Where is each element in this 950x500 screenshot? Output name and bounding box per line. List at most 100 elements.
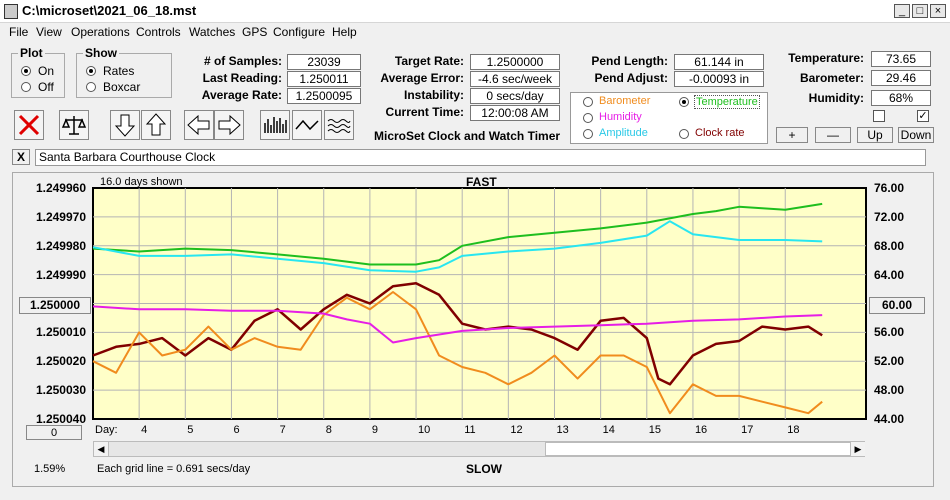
maximize-button[interactable]: □	[912, 4, 928, 18]
menu-controls[interactable]: Controls	[136, 25, 181, 39]
x-axis-tick: 7	[279, 424, 286, 436]
bars-view-button[interactable]	[260, 110, 290, 140]
plot-group-title: Plot	[20, 46, 43, 60]
days-shown: 16.0 days shown	[100, 176, 183, 188]
plot-on-radio[interactable]	[21, 66, 31, 76]
stop-button[interactable]	[14, 110, 44, 140]
x-axis-tick: 8	[325, 424, 332, 436]
pend-length-value: 61.144 in	[674, 54, 764, 70]
balance-button[interactable]	[59, 110, 89, 140]
show-boxcar-label: Boxcar	[103, 80, 141, 94]
last-reading-value: 1.250011	[287, 71, 361, 87]
series-line-0	[92, 282, 823, 386]
smooth-view-button[interactable]	[324, 110, 354, 140]
right-arrow-button[interactable]	[214, 110, 244, 140]
x-axis-tick: 13	[556, 424, 569, 436]
left-axis-tick: 1.250020	[35, 354, 86, 369]
menu-watches[interactable]: Watches	[189, 25, 236, 39]
right-checkbox[interactable]: ✓	[917, 110, 929, 122]
temperature-radio[interactable]	[679, 97, 689, 107]
right-axis-tick: 72.00	[874, 209, 905, 224]
zero-button[interactable]: 0	[26, 425, 82, 440]
right-axis-tick: 44.00	[874, 412, 905, 426]
up-button[interactable]: Up	[857, 127, 893, 143]
clear-name-button[interactable]: X	[12, 149, 30, 165]
show-boxcar-radio[interactable]	[86, 82, 96, 92]
up-arrow-button[interactable]	[141, 110, 171, 140]
right-axis-tick: 56.00	[874, 325, 905, 340]
down-arrow-button[interactable]	[110, 110, 140, 140]
target-rate-value: 1.2500000	[470, 54, 560, 70]
right-axis-tick: 52.00	[874, 354, 905, 369]
scroll-right-arrow[interactable]: ▶	[850, 442, 865, 456]
x-axis-tick: 18	[787, 424, 800, 436]
instability-label: Instability:	[403, 88, 464, 102]
center-sensor-button[interactable]: 60.00	[869, 297, 925, 314]
down-button[interactable]: Down	[898, 127, 934, 143]
show-rates-radio[interactable]	[86, 66, 96, 76]
humidity-reading-value: 68%	[871, 90, 931, 106]
plot-off-radio[interactable]	[21, 82, 31, 92]
pend-adjust-label: Pend Adjust:	[594, 71, 668, 85]
menu-view[interactable]: View	[36, 25, 62, 39]
humidity-reading-label: Humidity:	[808, 91, 864, 105]
amplitude-label: Amplitude	[599, 127, 648, 139]
menu-configure[interactable]: Configure	[273, 25, 326, 39]
left-axis-tick: 1.249960	[35, 181, 86, 195]
arrow-right-icon	[218, 114, 241, 136]
minimize-button[interactable]: _	[894, 4, 910, 18]
barometer-radio[interactable]	[583, 97, 593, 107]
left-axis-tick: 1.249980	[35, 238, 86, 253]
x-axis-tick: 14	[602, 424, 615, 436]
average-rate-value: 1.2500095	[287, 88, 361, 104]
menu-operations[interactable]: Operations	[71, 25, 130, 39]
current-time-value: 12:00:08 AM	[470, 105, 560, 121]
clock-rate-radio[interactable]	[679, 129, 689, 139]
series-lines	[92, 202, 823, 415]
app-caption: MicroSet Clock and Watch Timer	[374, 129, 561, 143]
series-line-1	[92, 291, 823, 415]
chart-frame	[12, 172, 934, 487]
menu-bar: File View Operations Controls Watches GP…	[0, 23, 950, 41]
x-axis-tick: 4	[141, 424, 148, 436]
center-rate-button[interactable]: 1.250000	[19, 297, 91, 314]
percent-readout: 1.59%	[34, 463, 66, 475]
fast-label: FAST	[466, 175, 497, 189]
amplitude-radio[interactable]	[583, 129, 593, 139]
x-axis-tick: 6	[233, 424, 240, 436]
line-view-button[interactable]	[292, 110, 322, 140]
day-label: Day:	[95, 424, 118, 436]
series-line-2	[92, 202, 823, 266]
plot-off-label: Off	[38, 80, 54, 94]
humidity-radio[interactable]	[583, 113, 593, 123]
average-error-label: Average Error:	[380, 71, 464, 85]
clock-name-field[interactable]: Santa Barbara Courthouse Clock	[35, 149, 926, 166]
show-rates-label: Rates	[103, 64, 135, 78]
menu-file[interactable]: File	[9, 25, 29, 39]
plus-button[interactable]: +	[776, 127, 808, 143]
menu-gps[interactable]: GPS	[242, 25, 268, 39]
barometer-reading-value: 29.46	[871, 70, 931, 86]
left-checkbox[interactable]	[873, 110, 885, 122]
temperature-reading-label: Temperature:	[788, 51, 864, 65]
arrow-left-icon	[187, 114, 210, 136]
instability-value: 0 secs/day	[470, 88, 560, 104]
menu-help[interactable]: Help	[332, 25, 357, 39]
barometer-reading-label: Barometer:	[799, 71, 864, 85]
series-line-4	[92, 305, 823, 344]
samples-label: # of Samples:	[203, 54, 282, 68]
minus-button[interactable]: —	[815, 127, 851, 143]
app-icon	[4, 4, 18, 19]
red-x-icon	[18, 114, 40, 136]
grid-lines	[93, 188, 866, 419]
x-axis-tick: 15	[648, 424, 662, 436]
scroll-thumb[interactable]	[545, 442, 851, 456]
left-axis-tick: 1.249970	[35, 209, 86, 224]
scroll-left-arrow[interactable]: ◀	[94, 442, 109, 456]
x-axis-tick: 12	[510, 424, 523, 436]
close-window-button[interactable]: ×	[930, 4, 946, 18]
arrow-up-icon	[145, 113, 167, 136]
left-arrow-button[interactable]	[184, 110, 214, 140]
x-axis-tick: 10	[418, 424, 431, 436]
